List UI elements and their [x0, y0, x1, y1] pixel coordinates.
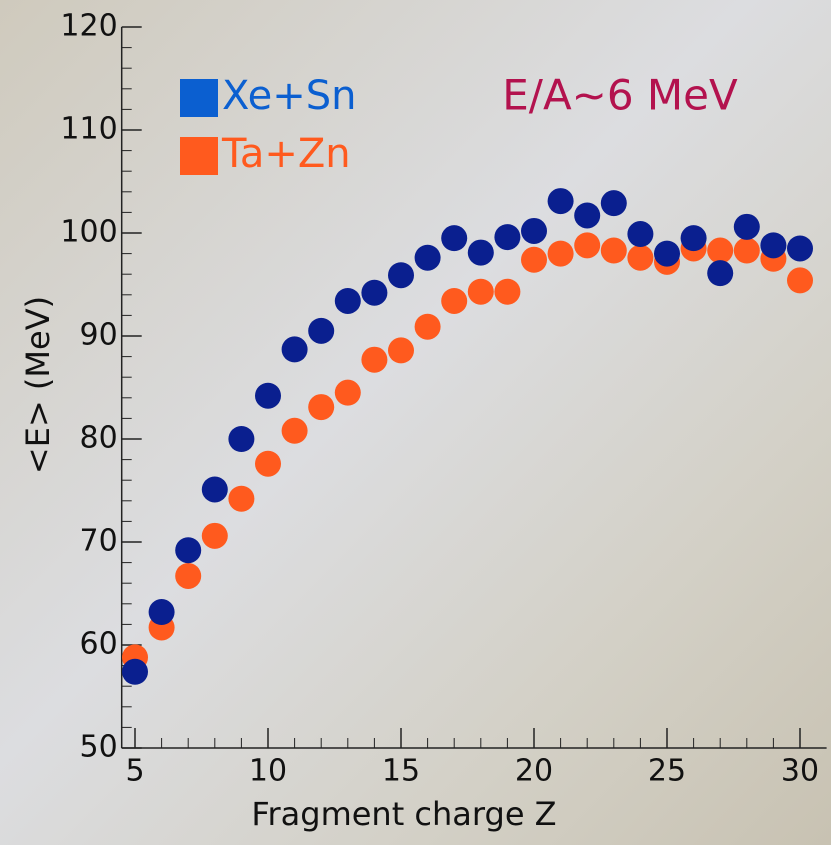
data-point — [468, 279, 494, 305]
annotation: E/A~6 MeV — [502, 71, 738, 120]
data-point — [654, 241, 680, 267]
data-point — [601, 238, 627, 264]
data-point — [388, 262, 414, 288]
data-point — [228, 486, 254, 512]
x-tick-label: 30 — [781, 754, 819, 789]
x-tick-label: 20 — [515, 754, 553, 789]
data-point — [361, 280, 387, 306]
x-tick-label: 25 — [648, 754, 686, 789]
y-tick-label: 70 — [80, 524, 118, 559]
data-point — [415, 314, 441, 340]
data-point — [787, 267, 813, 293]
data-point — [548, 188, 574, 214]
data-point — [175, 563, 201, 589]
data-point — [255, 451, 281, 477]
data-point — [521, 247, 547, 273]
x-tick-label: 15 — [382, 754, 420, 789]
data-point — [627, 245, 653, 271]
data-point — [441, 288, 467, 314]
data-point — [228, 426, 254, 452]
data-point — [601, 190, 627, 216]
data-point — [468, 240, 494, 266]
chart: E/A~6 MeV Fragment charge Z <E> (MeV) 50… — [0, 0, 831, 845]
data-point — [681, 225, 707, 251]
data-point — [707, 238, 733, 264]
legend-label: Xe+Sn — [222, 73, 356, 119]
y-tick-label: 60 — [80, 627, 118, 662]
x-tick-label: 10 — [249, 754, 287, 789]
data-point — [175, 537, 201, 563]
data-point — [335, 380, 361, 406]
data-point — [574, 202, 600, 228]
data-point — [521, 218, 547, 244]
data-point — [308, 318, 334, 344]
data-point — [388, 337, 414, 363]
data-point — [548, 241, 574, 267]
data-point — [202, 476, 228, 502]
data-point — [707, 260, 733, 286]
data-point — [282, 336, 308, 362]
y-tick-label: 120 — [60, 9, 117, 44]
data-point — [282, 418, 308, 444]
data-point — [494, 224, 520, 250]
data-point — [202, 523, 228, 549]
data-point — [415, 245, 441, 271]
background — [0, 0, 831, 845]
x-axis-label: Fragment charge Z — [251, 795, 556, 833]
data-point — [574, 232, 600, 258]
data-point — [494, 279, 520, 305]
y-tick-label: 50 — [80, 730, 118, 765]
data-point — [255, 383, 281, 409]
data-point — [335, 288, 361, 314]
legend-swatch — [180, 79, 218, 117]
y-axis-label: <E> (MeV) — [19, 296, 57, 474]
legend-swatch — [180, 137, 218, 175]
y-tick-label: 100 — [60, 215, 117, 250]
x-tick-label: 5 — [125, 754, 144, 789]
data-point — [787, 235, 813, 261]
data-point — [760, 232, 786, 258]
y-tick-label: 90 — [80, 318, 118, 353]
y-tick-label: 110 — [60, 112, 117, 147]
data-point — [122, 659, 148, 685]
data-point — [734, 214, 760, 240]
legend-label: Ta+Zn — [221, 131, 351, 177]
data-point — [149, 599, 175, 625]
data-point — [361, 347, 387, 373]
data-point — [627, 221, 653, 247]
data-point — [308, 394, 334, 420]
y-tick-label: 80 — [80, 421, 118, 456]
data-point — [441, 225, 467, 251]
data-point — [734, 238, 760, 264]
page: {"chart_data": { "type": "scatter", "ann… — [0, 0, 831, 845]
